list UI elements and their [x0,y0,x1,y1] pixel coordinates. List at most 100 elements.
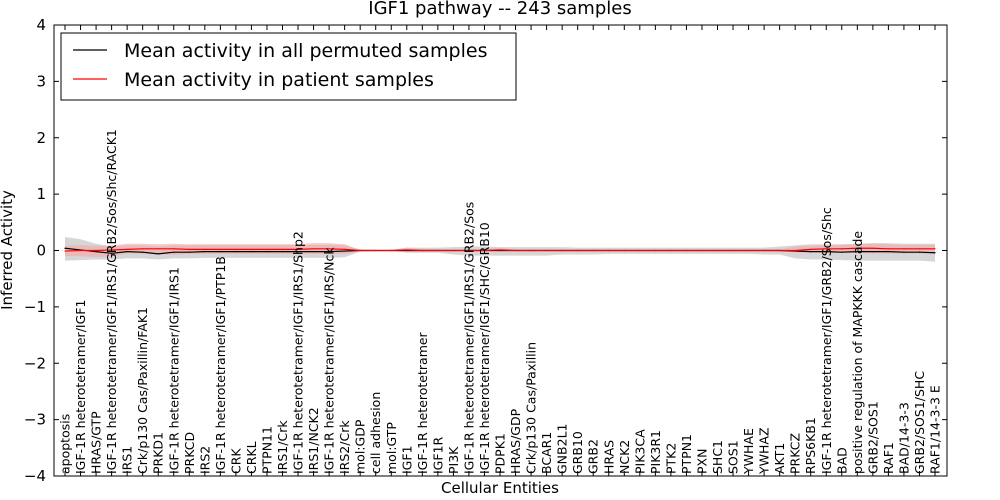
y-tick-label: 1 [36,185,46,203]
x-category-label: PIK3CA [632,429,647,474]
x-category-label: IRS2/Crk [337,420,352,474]
series-0-point-0 [64,247,66,249]
x-category-label: RPS6KB1 [803,417,818,474]
series-0-point-56 [934,252,936,254]
series-1-point-8 [188,248,190,250]
series-1-point-37 [639,249,641,252]
series-0-point-2 [95,251,97,253]
legend-box [60,32,517,101]
series-1-point-50 [841,248,843,250]
x-category-label: RAF1 [881,442,896,474]
x-category-label: mol:GTP [384,422,399,474]
x-category-label: HRAS/GTP [89,411,104,474]
x-category-label: NCK2 [617,440,632,474]
x-category-label: IGF-1R heterotetramer/IGF1/IRS1 [166,267,181,474]
x-category-label: IRS2 [197,446,212,474]
x-category-label: BAD/14-3-3 [896,402,911,474]
series-1-point-17 [328,248,330,250]
series-1-point-3 [111,249,113,251]
x-category-labels: apoptosis IGF-1R heterotetramer/IGF1 HRAS/… [58,129,943,475]
x-category-label: CRKL [244,441,259,474]
series-0-point-50 [841,251,843,253]
x-category-label: IGF1 [399,445,414,474]
x-category-label: IGF-1R heterotetramer/IGF1/IRS1/Shp2 [291,231,306,474]
series-1-point-9 [204,248,206,250]
series-1-point-43 [732,249,734,252]
x-category-label: PTK2 [663,443,678,474]
series-1-point-27 [483,249,486,252]
series-1-point-7 [173,248,175,250]
y-axis-ticks: −4 −3 −2 −1 0 1 2 3 4 [24,16,947,485]
series-1-point-52 [872,247,874,249]
series-0-point-48 [810,251,812,253]
series-0-point-10 [219,251,221,253]
series-1-point-35 [608,249,610,252]
series-1-point-41 [701,249,703,252]
x-category-label: IGF-1R heterotetramer/IGF1/GRB2/Sos/Shc [819,207,834,474]
series-1-point-15 [297,248,299,250]
series-1-point-38 [654,249,656,252]
y-tick-label: 3 [36,72,46,90]
series-1-point-34 [592,249,594,252]
x-category-label: IGF-1R heterotetramer/IGF1/IRS/Nck [322,247,337,474]
series-0-point-14 [281,251,284,253]
series-0-point-52 [872,251,874,253]
legend-label-patient: Mean activity in patient samples [124,69,434,91]
chart-title: IGF1 pathway -- 243 samples [368,0,631,19]
x-category-label: YWHAZ [757,427,772,475]
legend: Mean activity in all permuted samples Me… [60,32,517,101]
series-1-point-12 [250,248,253,250]
series-1-point-21 [390,249,392,252]
series-1-point-2 [95,249,97,252]
series-1-point-40 [685,249,688,252]
x-category-label: PIK3R1 [648,430,663,474]
series-1-point-28 [499,249,501,251]
series-0-point-11 [235,251,237,253]
series-0-point-12 [250,251,253,253]
y-tick-label: 4 [36,16,46,34]
series-0-point-51 [856,251,858,253]
series-0-point-7 [173,251,175,253]
x-category-label: IRS1/NCK2 [306,407,321,474]
series-1-point-39 [670,249,672,252]
x-category-label: PRKD1 [151,432,166,474]
x-category-label: PRKCZ [788,433,803,474]
x-category-label: GNB2L1 [555,424,570,474]
series-1-point-1 [79,249,82,252]
series-1-point-20 [375,249,377,252]
y-tick-label: 2 [36,129,46,147]
y-tick-label: −3 [24,411,46,429]
series-1-point-24 [437,249,439,252]
series-1-point-36 [623,249,625,252]
series-0-point-9 [204,251,206,253]
series-1-point-56 [934,248,936,250]
series-1-point-5 [142,248,144,250]
x-category-label: HRAS/GDP [508,408,523,474]
x-category-label: IGF-1R heterotetramer/IGF1/IRS1/GRB2/Sos… [104,129,119,474]
x-category-label: IGF-1R heterotetramer/IGF1/IRS1/GRB2/Sos [461,202,476,474]
series-1-point-18 [344,248,346,250]
x-category-label: SHC1 [710,440,725,474]
x-category-label: IRS1/Crk [275,420,290,474]
series-1-point-55 [918,248,921,250]
series-1-point-53 [887,248,889,250]
series-1-point-44 [747,249,750,252]
series-1-point-11 [235,248,237,250]
series-0-point-16 [312,251,315,253]
series-1-point-48 [810,248,812,250]
y-tick-label: 0 [36,242,46,260]
series-1-point-6 [157,248,159,250]
x-category-label: PTPN11 [259,426,274,474]
x-category-label: PXN [694,449,709,474]
legend-label-permuted: Mean activity in all permuted samples [124,40,487,62]
x-category-label: apoptosis [58,414,73,474]
x-category-label: IGF1R [430,436,445,474]
x-category-label: RAF1/14-3-3 E [928,385,943,474]
y-tick-label: −4 [24,467,46,485]
series-0-point-5 [142,251,144,253]
series-1-point-30 [530,249,532,252]
series-1-point-49 [825,248,827,250]
series-0-point-49 [825,251,827,253]
x-category-label: cell adhesion [368,392,383,474]
